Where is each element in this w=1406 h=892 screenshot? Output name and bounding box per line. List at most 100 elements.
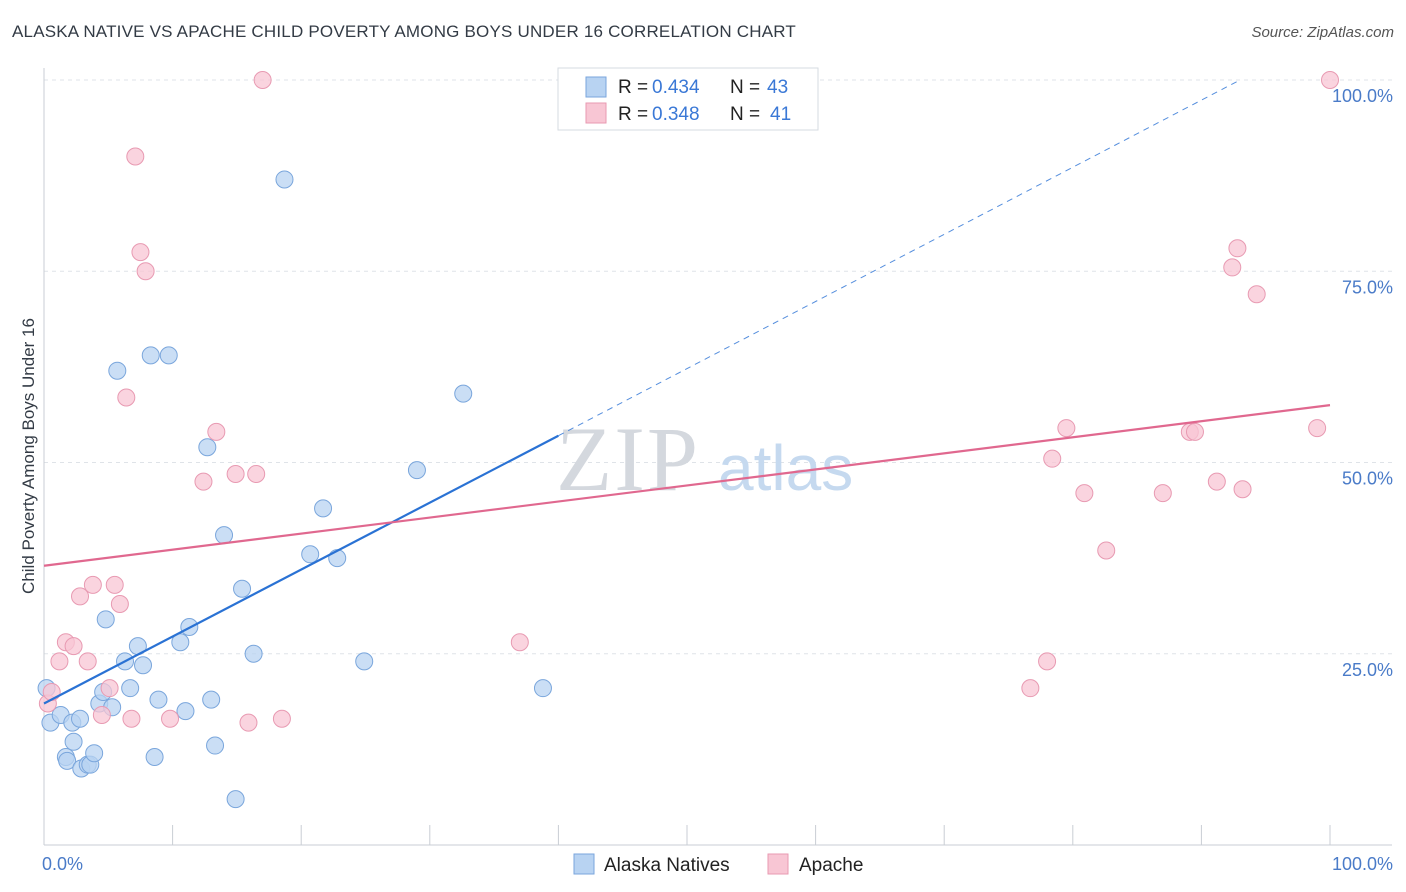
chart-title: ALASKA NATIVE VS APACHE CHILD POVERTY AM… [12,22,796,41]
apache-point [272,709,291,728]
alaska-native-point [533,679,552,698]
alaska-native-point [314,499,333,518]
alaska-native-point [145,748,164,767]
alaska-native-point [96,610,115,629]
apache-point [110,595,129,614]
apache-point [1185,422,1204,441]
apache-point [117,388,136,407]
apache-point [1247,285,1266,304]
apache-point [226,464,245,483]
apache-point [161,709,180,728]
y-tick-label: 25.0% [1342,660,1393,680]
source-credit: Source: ZipAtlas.com [1251,24,1394,41]
alaska-native-point [233,579,252,598]
apache-point [239,713,258,732]
apache-point [253,71,272,89]
legend-r-value-1: 0.434 [652,77,700,98]
alaska-native-point [64,732,83,751]
apache-point [1021,679,1040,698]
legend-n-label-1: N = [730,77,760,98]
watermark: ZIP atlas [556,408,853,510]
alaska-native-point [407,461,426,480]
y-tick-label: 75.0% [1342,277,1393,297]
alaska-native-point [355,652,374,671]
apache-point [1075,484,1094,503]
alaska-native-point [58,751,77,770]
axis-layer: 25.0% 50.0% 75.0% 100.0% 0.0% 100.0% [42,68,1393,874]
legend-r-label-1: R = [618,77,648,98]
legend-n-label-2: N = [730,104,760,125]
apache-point [92,705,111,724]
apache-point [1308,419,1327,438]
alaska-native-point [301,545,320,564]
alaska-native-point [108,361,127,380]
apache-point [1043,449,1062,468]
apache-point [207,422,226,441]
y-axis-label: Child Poverty Among Boys Under 16 [19,318,38,594]
apache-point [247,464,266,483]
apache-point [1223,258,1242,277]
apache-point [122,709,141,728]
grid-layer [44,79,1392,655]
alaska-native-trend-extension [558,79,1241,437]
apache-trend-line [43,404,1331,567]
apache-point [100,679,119,698]
apache-point [1057,419,1076,438]
alaska-native-point [202,690,221,709]
alaska-native-point [206,736,225,755]
legend-r-value-2: 0.348 [652,104,700,125]
apache-point [1321,71,1339,89]
alaska-native-point [198,438,217,457]
y-tick-label: 100.0% [1332,86,1393,106]
legend-n-value-1: 43 [767,77,788,98]
trend-layer [43,79,1331,705]
apache-point [71,587,90,606]
alaska-native-trend-line [43,434,559,705]
x-tick-label: 100.0% [1332,854,1393,874]
alaska-native-point [71,709,90,728]
apache-point [42,683,61,701]
legend-n-value-2: 41 [770,104,791,125]
alaska-native-point [244,644,263,663]
apache-point [105,575,124,594]
bottom-legend-alaska-natives: Alaska Natives [604,855,730,876]
apache-point [510,633,529,652]
apache-point [1207,472,1226,491]
legend-swatch-blue [585,76,607,98]
watermark-zip: ZIP [556,408,700,510]
alaska-native-point [134,656,153,675]
apache-point [64,637,83,656]
alaska-native-point [149,690,168,709]
alaska-native-point [121,679,140,698]
alaska-native-point [159,346,178,365]
bottom-legend: Alaska Natives Apache [573,853,863,876]
bottom-legend-apache: Apache [799,855,863,876]
top-legend: R = 0.434 N = 43 R = 0.348 N = 41 [557,67,819,131]
bottom-legend-swatch-blue [573,853,595,875]
apache-point [1153,484,1172,503]
alaska-native-point [176,702,195,721]
alaska-native-point [454,384,473,403]
alaska-native-point [141,346,160,365]
y-tick-label: 50.0% [1342,469,1393,489]
alaska-native-point [328,549,347,568]
alaska-native-point [85,744,104,763]
points-layer [37,71,1339,809]
apache-point [1233,480,1252,499]
apache-point [1097,541,1116,560]
apache-point [50,652,69,671]
apache-point [1228,239,1247,258]
alaska-native-point [171,633,190,652]
apache-point [126,147,145,166]
apache-point [78,652,97,671]
bottom-legend-swatch-pink [767,853,789,875]
apache-point [194,472,213,491]
alaska-native-point [275,170,294,189]
x-tick-label: 0.0% [42,854,83,874]
apache-point [136,262,155,281]
alaska-native-point [215,526,234,545]
apache-point [1038,652,1057,671]
apache-point [131,243,150,262]
legend-r-label-2: R = [618,104,648,125]
